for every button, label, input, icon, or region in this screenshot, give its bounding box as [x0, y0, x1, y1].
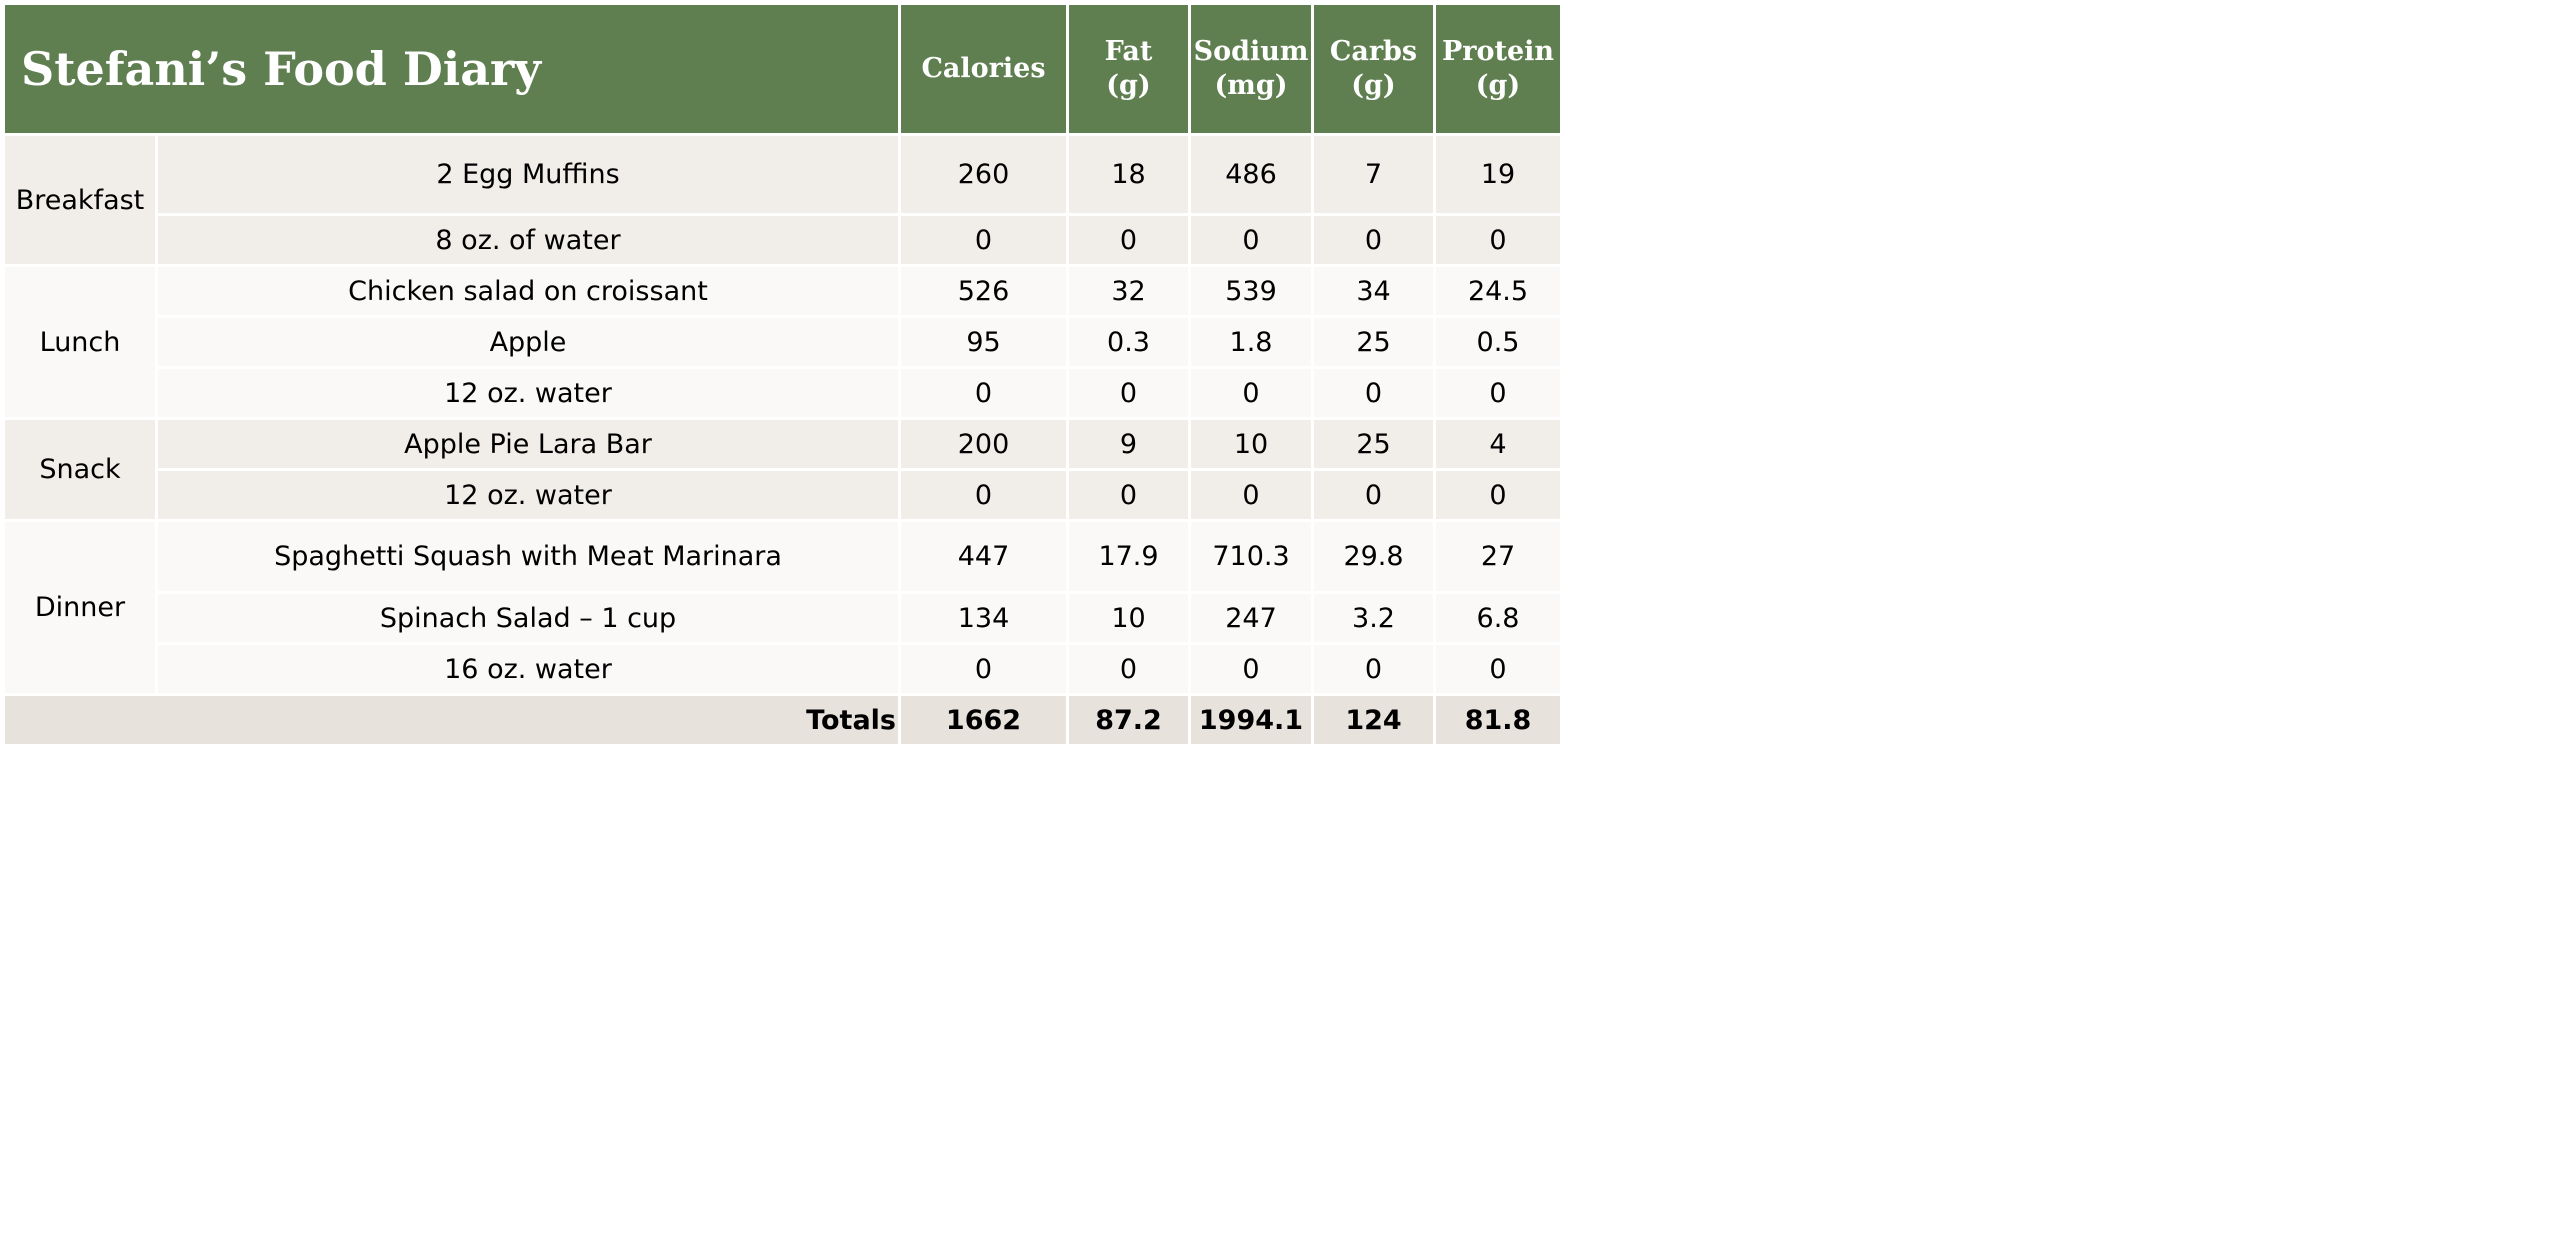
column-header-unit: (g)	[1475, 70, 1521, 101]
carbs-cell: 0	[1311, 468, 1436, 522]
total-calories: 1662	[898, 693, 1069, 747]
food-name: 12 oz. water	[155, 468, 901, 522]
column-header-unit: (mg)	[1214, 70, 1288, 101]
total-carbs: 124	[1311, 693, 1436, 747]
fat-cell: 32	[1066, 264, 1191, 318]
totals-row: Totals 1662 87.2 1994.1 124 81.8	[2, 693, 1563, 747]
calories-cell: 200	[898, 417, 1069, 471]
food-name: 16 oz. water	[155, 642, 901, 696]
protein-cell: 0	[1433, 213, 1563, 267]
protein-cell: 27	[1433, 519, 1563, 594]
page-title: Stefani’s Food Diary	[2, 2, 901, 136]
carbs-cell: 0	[1311, 642, 1436, 696]
table-row: Spinach Salad – 1 cup 134 10 247 3.2 6.8	[4, 591, 1563, 645]
column-header-carbs: Carbs (g)	[1311, 2, 1436, 136]
table-row: 12 oz. water 0 0 0 0 0	[4, 366, 1563, 420]
sodium-cell: 1.8	[1188, 315, 1314, 369]
protein-cell: 24.5	[1433, 264, 1563, 318]
protein-cell: 4	[1433, 417, 1563, 471]
column-header-calories: Calories	[898, 2, 1069, 136]
meal-label-lunch: Lunch	[2, 264, 158, 420]
total-protein: 81.8	[1433, 693, 1563, 747]
calories-cell: 0	[898, 213, 1069, 267]
calories-cell: 95	[898, 315, 1069, 369]
fat-cell: 9	[1066, 417, 1191, 471]
protein-cell: 0	[1433, 642, 1563, 696]
table-row: Snack Apple Pie Lara Bar 200 9 10 25 4	[2, 417, 1563, 522]
fat-cell: 0	[1066, 213, 1191, 267]
sodium-cell: 710.3	[1188, 519, 1314, 594]
column-header-line: Sodium	[1193, 36, 1309, 67]
carbs-cell: 0	[1311, 366, 1436, 420]
carbs-cell: 25	[1311, 315, 1436, 369]
food-name: 8 oz. of water	[155, 213, 901, 267]
meal-label-dinner: Dinner	[2, 519, 158, 696]
table-row: 16 oz. water 0 0 0 0 0	[4, 642, 1563, 696]
protein-cell: 0	[1433, 468, 1563, 522]
header-row: Stefani’s Food Diary Calories Fat (g) Sod…	[2, 2, 1563, 136]
calories-cell: 0	[898, 468, 1069, 522]
table-row: 8 oz. of water 0 0 0 0 0	[4, 213, 1563, 267]
calories-cell: 0	[898, 366, 1069, 420]
meal-label-snack: Snack	[2, 417, 158, 522]
fat-cell: 18	[1066, 133, 1191, 216]
column-header-line: Fat	[1104, 36, 1153, 67]
total-sodium: 1994.1	[1188, 693, 1314, 747]
table-row: Apple 95 0.3 1.8 25 0.5	[4, 315, 1563, 369]
table-row: Lunch Chicken salad on croissant 526 32 …	[2, 264, 1563, 420]
total-fat: 87.2	[1066, 693, 1191, 747]
food-name: Apple	[155, 315, 901, 369]
sodium-cell: 10	[1188, 417, 1314, 471]
fat-cell: 0	[1066, 642, 1191, 696]
column-header-sodium: Sodium (mg)	[1188, 2, 1314, 136]
table-row: 12 oz. water 0 0 0 0 0	[4, 468, 1563, 522]
food-name: 12 oz. water	[155, 366, 901, 420]
calories-cell: 260	[898, 133, 1069, 216]
sodium-cell: 0	[1188, 213, 1314, 267]
sodium-cell: 0	[1188, 468, 1314, 522]
calories-cell: 526	[898, 264, 1069, 318]
food-name: Chicken salad on croissant	[155, 264, 901, 318]
column-header-unit: (g)	[1351, 70, 1396, 101]
food-name: Apple Pie Lara Bar	[155, 417, 901, 471]
table-row: Dinner Spaghetti Squash with Meat Marina…	[2, 519, 1563, 696]
totals-label: Totals	[2, 693, 901, 747]
carbs-cell: 29.8	[1311, 519, 1436, 594]
calories-cell: 447	[898, 519, 1069, 594]
sodium-cell: 539	[1188, 264, 1314, 318]
protein-cell: 0	[1433, 366, 1563, 420]
column-header-unit: (g)	[1106, 70, 1151, 101]
carbs-cell: 3.2	[1311, 591, 1436, 645]
fat-cell: 0.3	[1066, 315, 1191, 369]
column-header-line: Protein	[1441, 36, 1555, 67]
column-header-protein: Protein (g)	[1433, 2, 1563, 136]
carbs-cell: 25	[1311, 417, 1436, 471]
fat-cell: 0	[1066, 468, 1191, 522]
column-header-fat: Fat (g)	[1066, 2, 1191, 136]
food-diary-table: Stefani’s Food Diary Calories Fat (g) Sod…	[2, 2, 1563, 747]
protein-cell: 0.5	[1433, 315, 1563, 369]
carbs-cell: 7	[1311, 133, 1436, 216]
carbs-cell: 34	[1311, 264, 1436, 318]
fat-cell: 10	[1066, 591, 1191, 645]
meal-label-breakfast: Breakfast	[2, 133, 158, 267]
calories-cell: 134	[898, 591, 1069, 645]
protein-cell: 19	[1433, 133, 1563, 216]
column-header-line: Carbs	[1329, 36, 1418, 67]
calories-cell: 0	[898, 642, 1069, 696]
food-name: 2 Egg Muffins	[155, 133, 901, 216]
sodium-cell: 486	[1188, 133, 1314, 216]
fat-cell: 17.9	[1066, 519, 1191, 594]
sodium-cell: 247	[1188, 591, 1314, 645]
table-row: Breakfast 2 Egg Muffins 260 18 486 7 19	[2, 133, 1563, 267]
protein-cell: 6.8	[1433, 591, 1563, 645]
fat-cell: 0	[1066, 366, 1191, 420]
food-name: Spinach Salad – 1 cup	[155, 591, 901, 645]
food-name: Spaghetti Squash with Meat Marinara	[155, 519, 901, 594]
carbs-cell: 0	[1311, 213, 1436, 267]
column-header-line: Calories	[921, 53, 1046, 84]
sodium-cell: 0	[1188, 642, 1314, 696]
sodium-cell: 0	[1188, 366, 1314, 420]
